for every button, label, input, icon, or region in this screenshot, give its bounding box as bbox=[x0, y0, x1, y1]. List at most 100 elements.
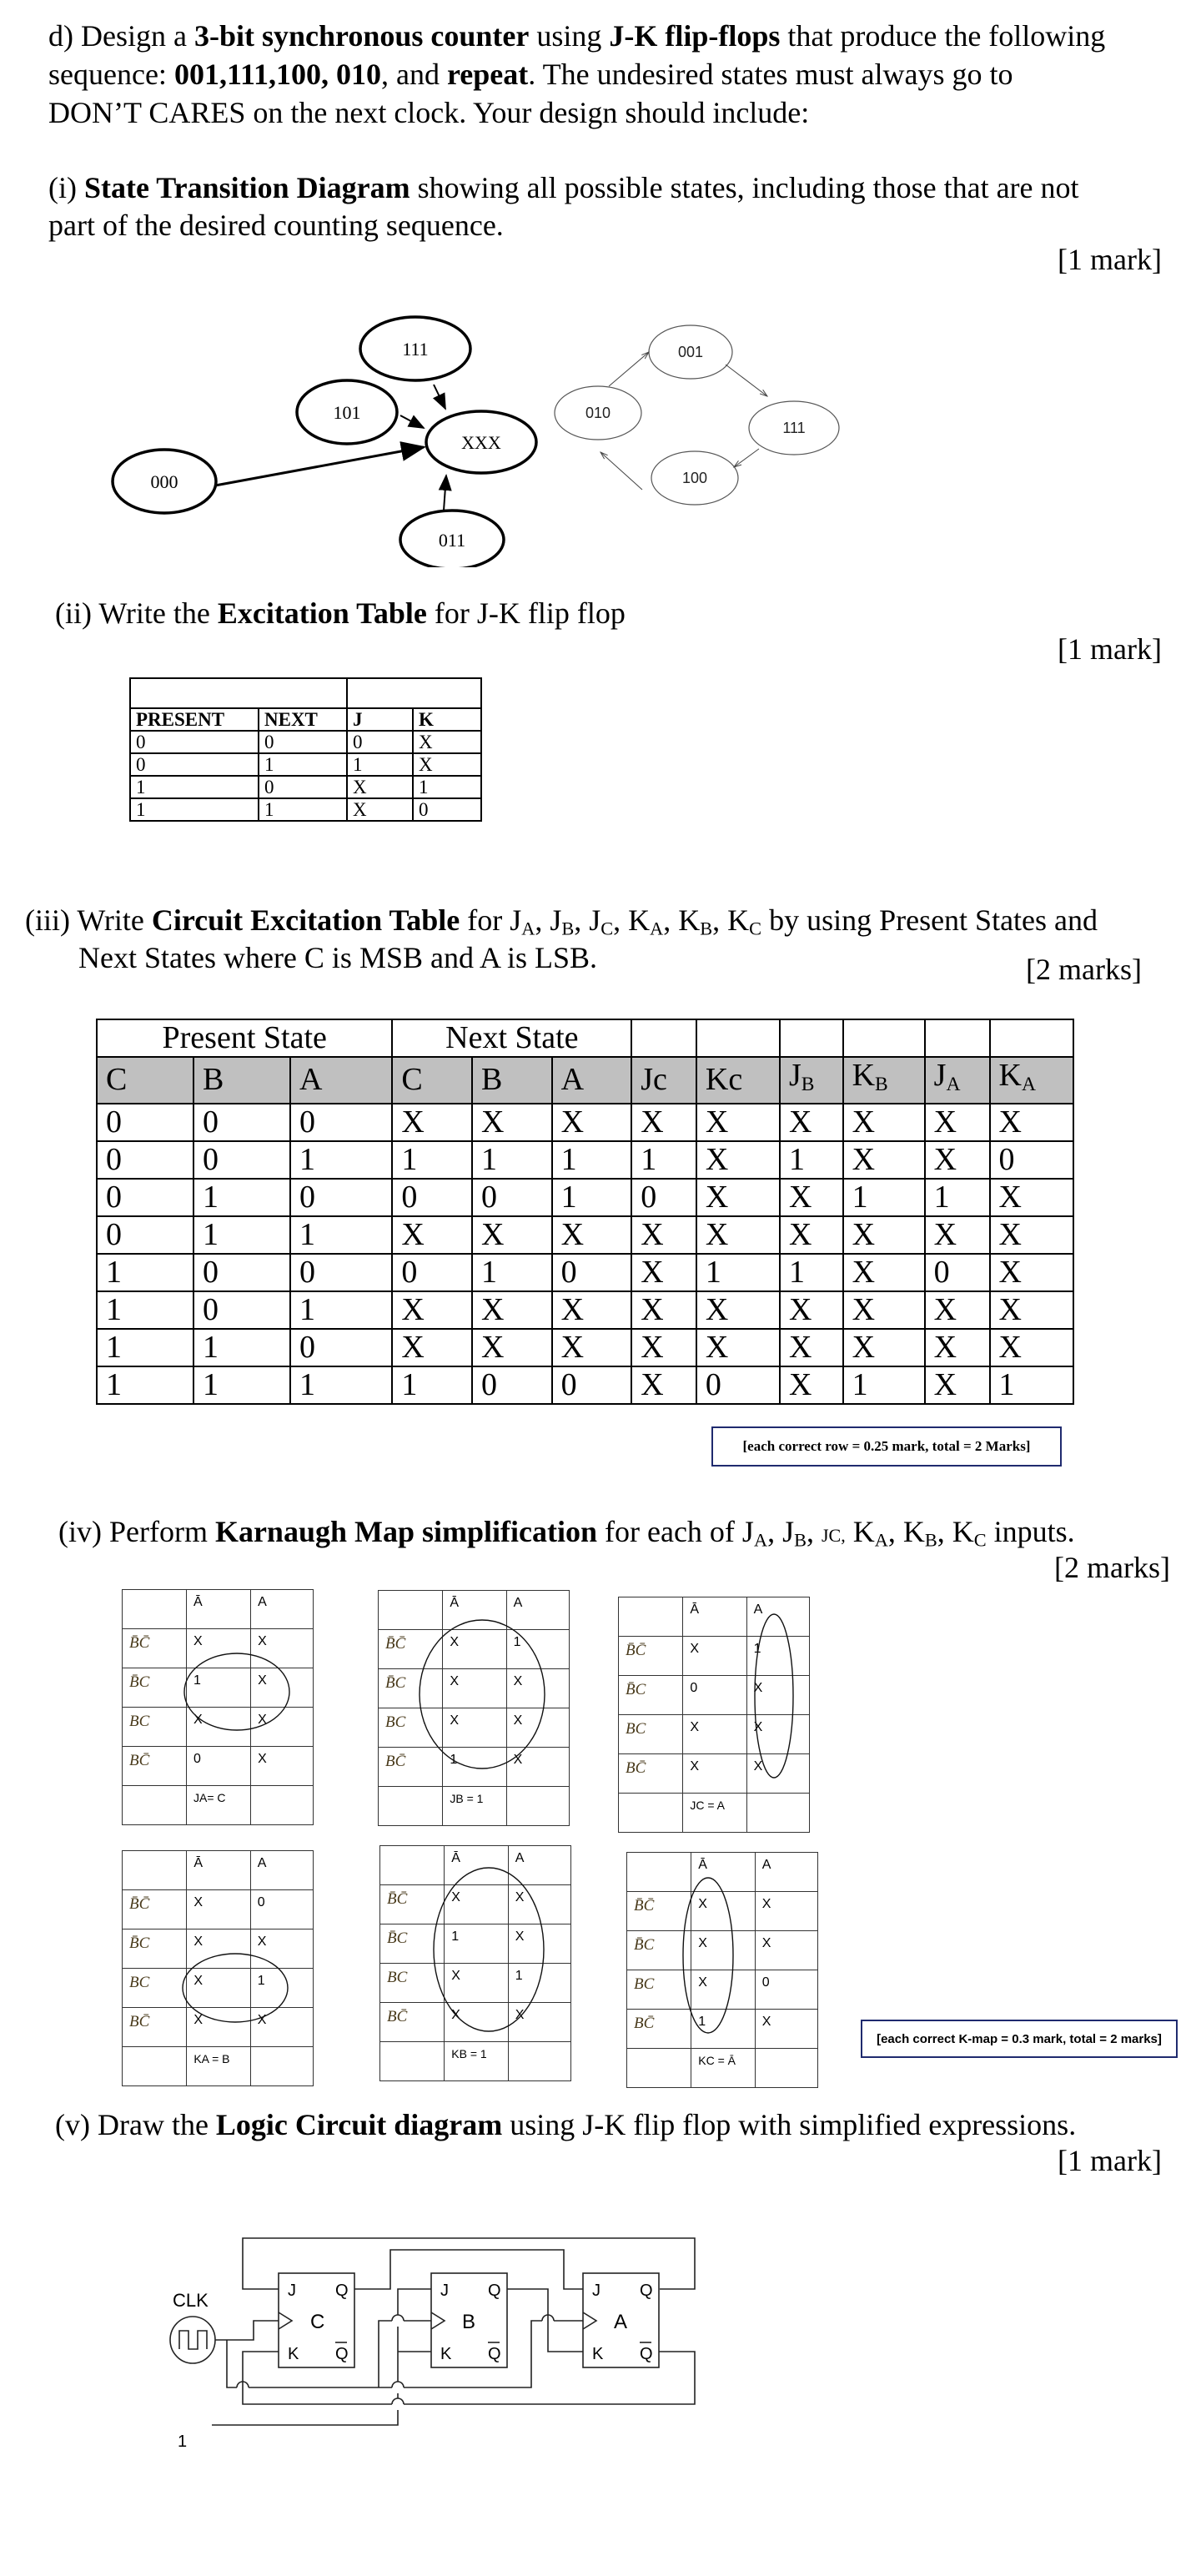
kmap-grid: Ā A B̄C̄ X 0 B̄C X X BC X 1 BC̄ X X KA = B bbox=[121, 1850, 314, 2086]
arrow-111-xxx bbox=[432, 384, 446, 410]
table-cell: 1 bbox=[346, 752, 414, 777]
header-subscript: B bbox=[875, 1073, 888, 1095]
state-010: 010 bbox=[554, 385, 642, 440]
kmap-col-header: A bbox=[249, 1850, 314, 1890]
table-cell: X bbox=[695, 1290, 781, 1330]
kmap-row: B̄C X X bbox=[626, 1930, 819, 1970]
table-cell: 1 bbox=[550, 1177, 633, 1217]
kmap-3: Ā A B̄C̄ X 1 B̄C 0 X BC X X BC̄ X X JC = A bbox=[617, 1597, 811, 1833]
part5-marks: [1 mark] bbox=[1058, 2144, 1162, 2177]
header-text: B bbox=[481, 1062, 503, 1098]
kmap-cell: X bbox=[682, 1714, 747, 1754]
header-j: J bbox=[346, 707, 414, 732]
kmap-corner bbox=[617, 1597, 684, 1637]
table-cell: 0 bbox=[988, 1140, 1075, 1180]
kmap-grid: Ā A B̄C̄ X 1 B̄C X X BC X X BC̄ 1 X JB = 1 bbox=[377, 1590, 570, 1826]
arrow-000-xxx bbox=[214, 441, 426, 487]
table-cell: 1 bbox=[550, 1140, 633, 1180]
kmap-cell: X bbox=[754, 2009, 819, 2049]
kmap-result-row: JB = 1 bbox=[377, 1786, 570, 1826]
kmap-row: B̄C̄ X 1 bbox=[377, 1629, 570, 1669]
part2-marks: [1 mark] bbox=[1058, 632, 1162, 666]
table-cell: X bbox=[778, 1102, 844, 1142]
kmap-row: BC X X bbox=[121, 1707, 314, 1747]
table-cell: X bbox=[778, 1290, 844, 1330]
table-cell: X bbox=[923, 1102, 991, 1142]
kmap-col-header: Ā bbox=[691, 1852, 756, 1892]
svg-text:J: J bbox=[592, 2282, 600, 2300]
table-cell: 1 bbox=[289, 1215, 394, 1255]
table-cell: 1 bbox=[96, 1365, 194, 1405]
row-marks-note: [each correct row = 0.25 mark, total = 2… bbox=[711, 1426, 1062, 1467]
kmap-1: Ā A B̄C̄ X X B̄C 1 X BC X X BC̄ 0 X JA= C bbox=[121, 1589, 314, 1825]
header-text: K bbox=[998, 1058, 1022, 1093]
table-cell: X bbox=[471, 1290, 553, 1330]
table-cell: X bbox=[988, 1327, 1075, 1367]
kmap-grid: Ā A B̄C̄ X X B̄C X X BC X 0 BC̄ 1 X KC = Ā bbox=[626, 1852, 819, 2088]
kmap-6: Ā A B̄C̄ X X B̄C X X BC X 0 BC̄ 1 X KC = Ā bbox=[626, 1852, 819, 2088]
table-cell: 1 bbox=[631, 1140, 697, 1180]
kmap-cell: 1 bbox=[444, 1924, 509, 1964]
next-state-header: Next State bbox=[391, 1019, 633, 1058]
svg-text:111: 111 bbox=[782, 420, 805, 436]
table-cell: X bbox=[471, 1102, 553, 1142]
table-cell: 1 bbox=[842, 1365, 926, 1405]
kmap-cell: X bbox=[250, 1628, 314, 1668]
svg-text:A: A bbox=[614, 2311, 627, 2333]
kmap-row: B̄C̄ X 0 bbox=[121, 1889, 314, 1929]
kmap-4: Ā A B̄C̄ X 0 B̄C X X BC X 1 BC̄ X X KA = B bbox=[121, 1850, 314, 2086]
table-cell: X bbox=[631, 1215, 697, 1255]
kmap-col-header: A bbox=[507, 1845, 572, 1885]
table-cell: 1 bbox=[258, 797, 348, 822]
svg-text:Q: Q bbox=[335, 2345, 349, 2363]
kmap-cell: X bbox=[682, 1753, 747, 1794]
flip-flop-a: J Q K Q A bbox=[582, 2272, 660, 2368]
kmap-cell: 1 bbox=[186, 1668, 252, 1708]
table-cell: 1 bbox=[842, 1177, 926, 1217]
kmap-blank bbox=[377, 1786, 444, 1826]
state-111-unused: 111 bbox=[359, 315, 472, 382]
kmap-cell: X bbox=[691, 1930, 756, 1970]
kmap-cell: X bbox=[186, 2007, 251, 2047]
table-cell: 0 bbox=[550, 1252, 633, 1292]
present-state-header: Present State bbox=[95, 1019, 394, 1058]
kmap-cell: 1 bbox=[746, 1636, 811, 1676]
kmap-cell: X bbox=[746, 1753, 811, 1794]
table-cell: 1 bbox=[96, 1290, 194, 1330]
kmap-row: BC̄ X X bbox=[121, 2007, 314, 2047]
kmap-row-label: B̄C̄ bbox=[121, 1889, 188, 1929]
part2-line-1: (ii) Write the Excitation Table for J-K … bbox=[55, 596, 626, 630]
kmap-blank bbox=[250, 1785, 314, 1825]
table-cell: 0 bbox=[289, 1102, 394, 1142]
kmap-col-header: Ā bbox=[682, 1597, 747, 1637]
table-cell: X bbox=[412, 730, 482, 754]
table-cell: 1 bbox=[289, 1140, 394, 1180]
svg-text:C: C bbox=[310, 2311, 324, 2333]
kmap-row-label: B̄C bbox=[626, 1930, 692, 1970]
column-header: C bbox=[96, 1056, 194, 1104]
table-cell: X bbox=[695, 1327, 781, 1367]
kmap-cell: X bbox=[250, 1668, 314, 1708]
svg-text:010: 010 bbox=[585, 405, 611, 421]
kmap-row: BC̄ 1 X bbox=[626, 2009, 819, 2049]
group-header-row: Present State Next State bbox=[95, 1019, 1075, 1058]
part1-line-2: part of the desired counting sequence. bbox=[48, 209, 504, 242]
kmap-cell: X bbox=[186, 1889, 251, 1929]
header-subscript: B bbox=[801, 1073, 815, 1095]
kmap-row: BC̄ 1 X bbox=[377, 1747, 570, 1787]
kmap-row: BC̄ X X bbox=[379, 2002, 572, 2042]
kmap-cell: X bbox=[444, 1963, 509, 2003]
table-cell: 1 bbox=[129, 797, 259, 822]
table-cell: X bbox=[346, 775, 414, 799]
table-cell: 0 bbox=[96, 1102, 194, 1142]
kmap-result: KA = B bbox=[186, 2046, 251, 2086]
header-present: PRESENT bbox=[129, 707, 259, 732]
kmap-cell: X bbox=[249, 1929, 314, 1969]
table-cell: 0 bbox=[192, 1140, 291, 1180]
